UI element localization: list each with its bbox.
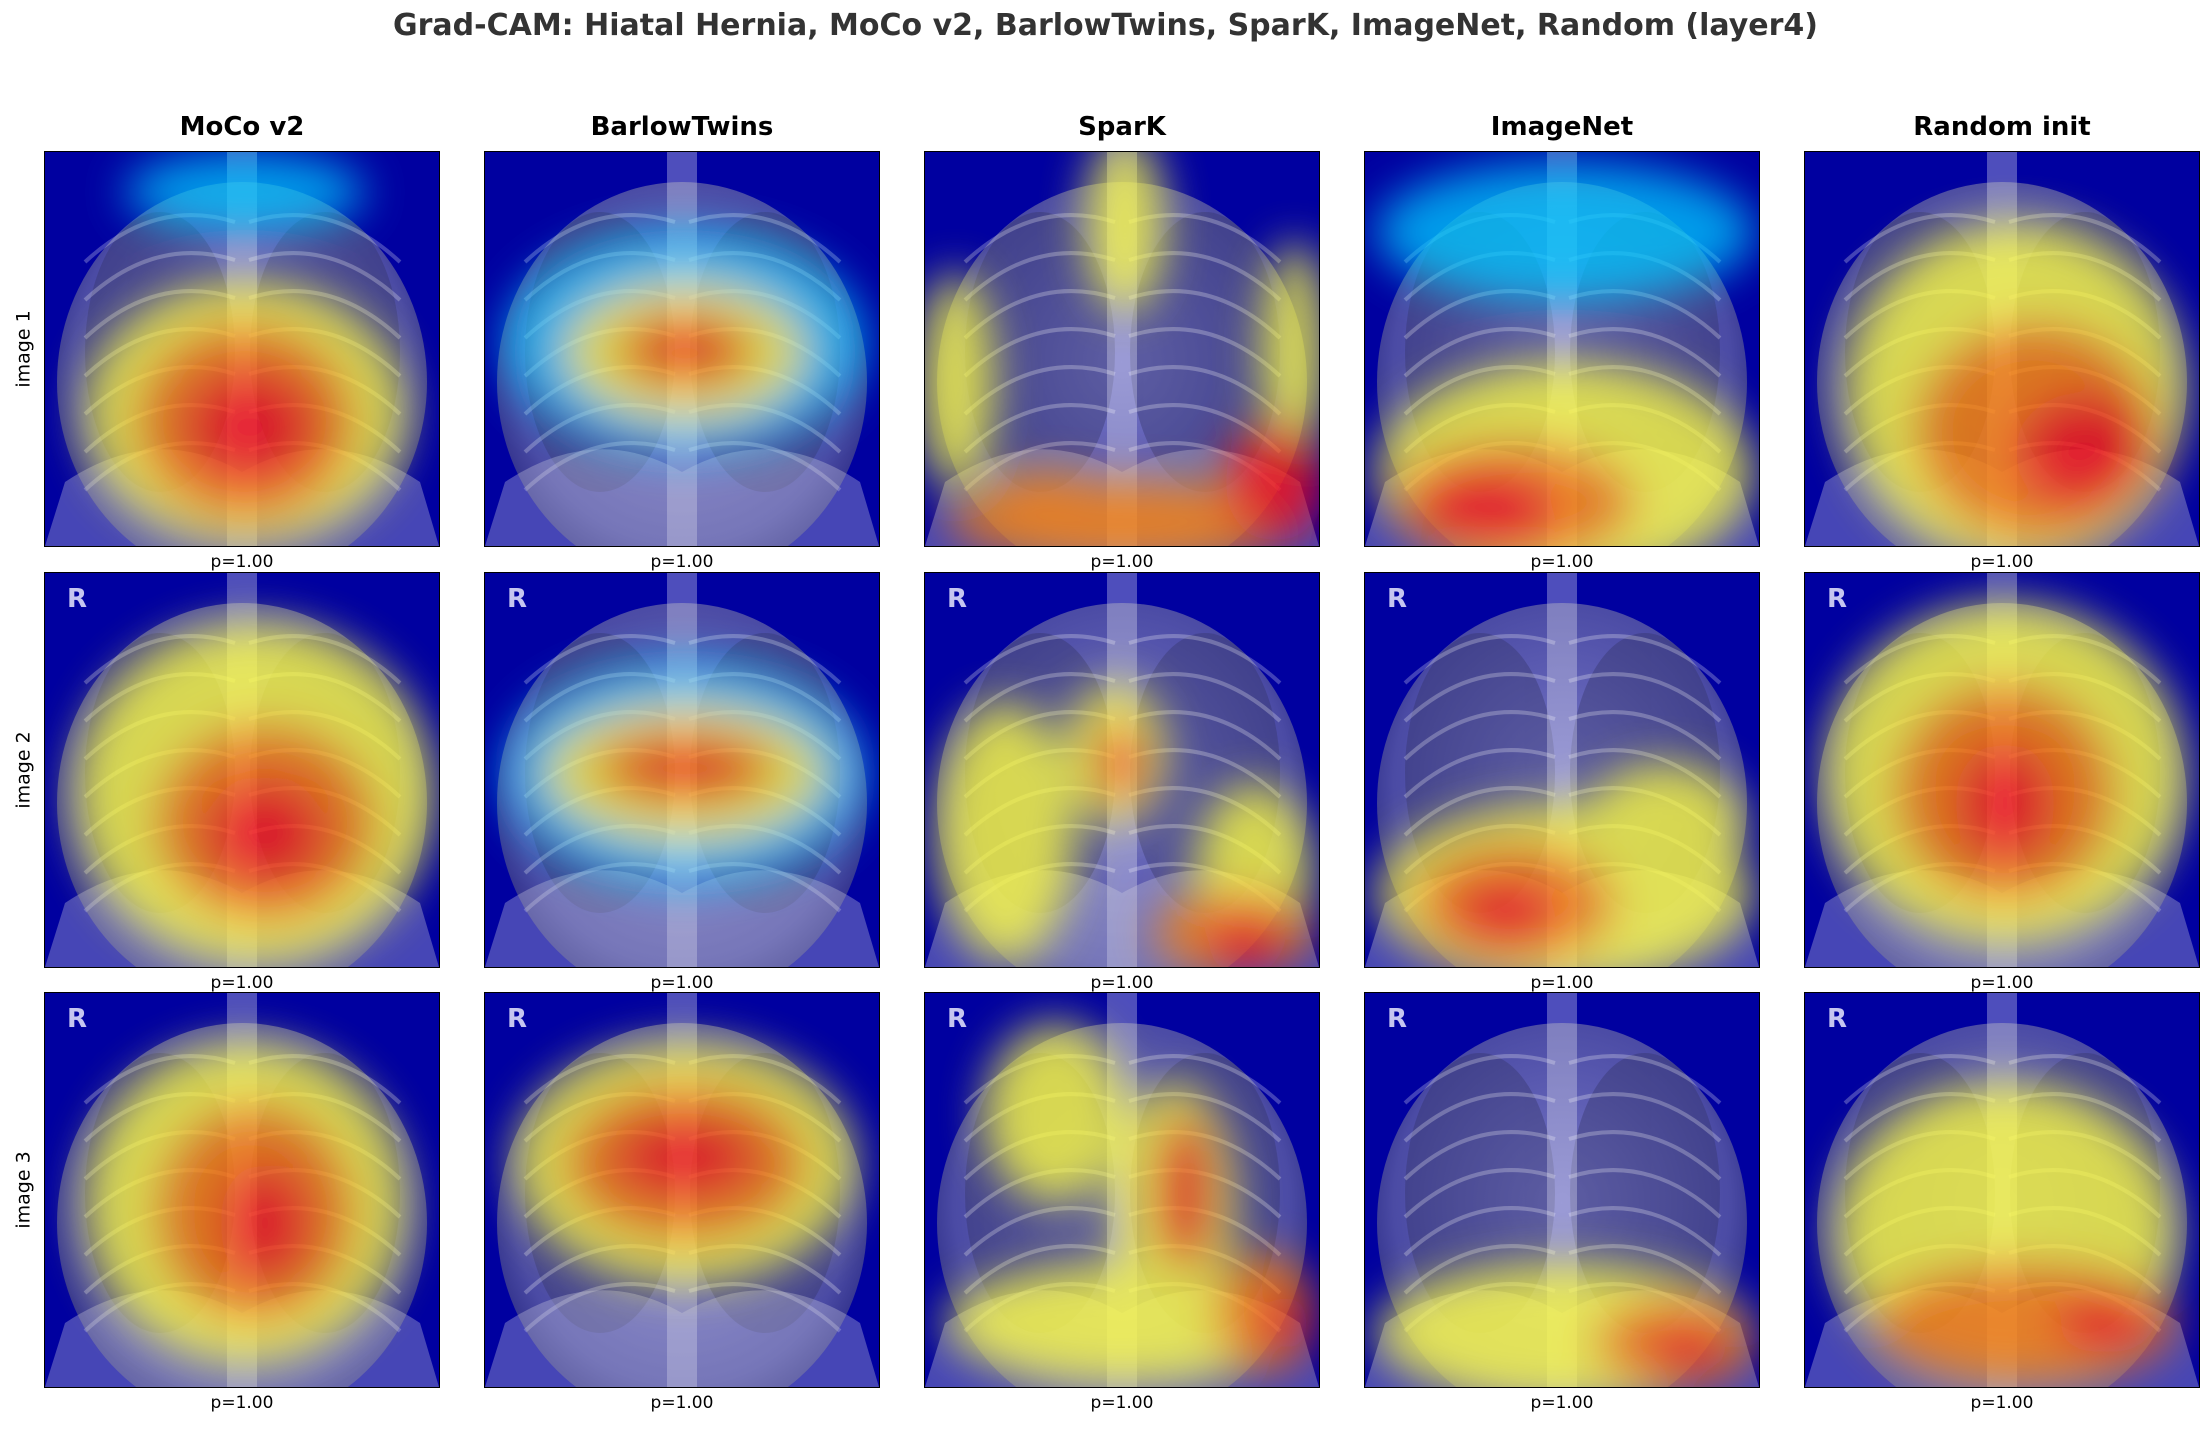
gradcam-panel-moco-image-2: R [44,572,440,968]
gradcam-panel-moco-image-3: R [44,992,440,1388]
gradcam-panel-spark-image-2: R [924,572,1320,968]
heatmap-region [1085,152,1165,312]
heatmap-region [640,324,730,360]
chest-xray-heatmap [1805,152,2199,546]
heatmap-region [945,1263,1305,1383]
gradcam-panel-imagenet-image-2: R [1364,572,1760,968]
heatmap-region [1645,1323,1725,1373]
column-title-moco: MoCo v2 [179,112,305,142]
gradcam-panel-spark-image-3: R [924,992,1320,1388]
chest-xray-heatmap: R [925,573,1319,967]
heatmap-region [1585,763,1745,883]
chest-xray-heatmap [485,152,879,546]
heatmap-region [1155,1113,1215,1273]
chest-xray-heatmap: R [1365,573,1759,967]
heatmap-region [1095,723,1145,803]
chest-xray-heatmap: R [925,993,1319,1387]
heatmap-region [1955,743,2055,863]
chest-xray-heatmap: R [45,993,439,1387]
heatmap-region [1225,422,1319,542]
probability-label: p=1.00 [1090,552,1154,572]
heatmap-region [125,152,365,232]
row-label-image-1: image 1 [13,310,35,388]
probability-label: p=1.00 [1530,973,1594,993]
film-side-marker: R [67,584,87,614]
gradcam-panel-barlowtwins-image-3: R [484,992,880,1388]
film-side-marker: R [1827,584,1847,614]
heatmap-region [1260,242,1319,462]
heatmap-region [205,778,325,888]
chest-xray-heatmap: R [45,573,439,967]
probability-label: p=1.00 [1530,1393,1594,1413]
film-side-marker: R [1827,1004,1847,1034]
film-side-marker: R [947,1004,967,1034]
film-side-marker: R [507,584,527,614]
heatmap-region [2055,1293,2155,1353]
heatmap-region [615,1118,755,1198]
probability-label: p=1.00 [1530,552,1594,572]
column-title-random-init: Random init [1913,112,2091,142]
probability-label: p=1.00 [210,552,274,572]
heatmap-region [630,750,740,786]
chest-xray-heatmap: R [485,993,879,1387]
chest-xray-heatmap: R [1805,573,2199,967]
gradcam-panel-imagenet-image-3: R [1364,992,1760,1388]
chest-xray-heatmap: R [1805,993,2199,1387]
film-side-marker: R [947,584,967,614]
gradcam-panel-barlowtwins-image-1 [484,151,880,547]
heatmap-region [985,1023,1125,1203]
probability-label: p=1.00 [650,552,714,572]
row-label-image-2: image 2 [13,731,35,809]
film-side-marker: R [67,1004,87,1034]
chest-xray-heatmap [45,152,439,546]
heatmap-region [1455,878,1555,948]
film-side-marker: R [1387,1004,1407,1034]
figure-title: Grad-CAM: Hiatal Hernia, MoCo v2, Barlow… [393,8,1818,43]
heatmap-region [1205,913,1285,967]
gradcam-panel-imagenet-image-1 [1364,151,1760,547]
probability-label: p=1.00 [650,973,714,993]
heatmap-region [1415,467,1555,546]
probability-label: p=1.00 [650,1393,714,1413]
heatmap-region [220,1163,310,1283]
gradcam-panel-random-init-image-2: R [1804,572,2200,968]
column-title-imagenet: ImageNet [1490,112,1634,142]
probability-label: p=1.00 [1970,973,2034,993]
column-title-barlowtwins: BarlowTwins [590,112,774,142]
probability-label: p=1.00 [1090,1393,1154,1413]
heatmap-region [925,272,995,492]
chest-xray-heatmap: R [1365,993,1759,1387]
heatmap-region [1875,1263,2175,1383]
heatmap-region [1375,162,1755,302]
gradcam-panel-barlowtwins-image-2: R [484,572,880,968]
probability-label: p=1.00 [1970,552,2034,572]
probability-label: p=1.00 [210,973,274,993]
gradcam-panel-moco-image-1 [44,151,440,547]
probability-label: p=1.00 [1090,973,1154,993]
gradcam-panel-random-init-image-1 [1804,151,2200,547]
chest-xray-heatmap [925,152,1319,546]
heatmap-region [935,703,1075,963]
chest-xray-heatmap [1365,152,1759,546]
heatmap-region [2015,392,2155,512]
film-side-marker: R [507,1004,527,1034]
heatmap-region [185,367,315,487]
row-label-image-3: image 3 [13,1151,35,1229]
probability-label: p=1.00 [1970,1393,2034,1413]
heatmap-region [1260,1293,1310,1353]
gradcam-panel-spark-image-1 [924,151,1320,547]
film-side-marker: R [1387,584,1407,614]
chest-xray-heatmap: R [485,573,879,967]
column-title-spark: SparK [1078,112,1166,142]
probability-label: p=1.00 [210,1393,274,1413]
gradcam-panel-random-init-image-3: R [1804,992,2200,1388]
heatmap-region [985,472,1105,532]
